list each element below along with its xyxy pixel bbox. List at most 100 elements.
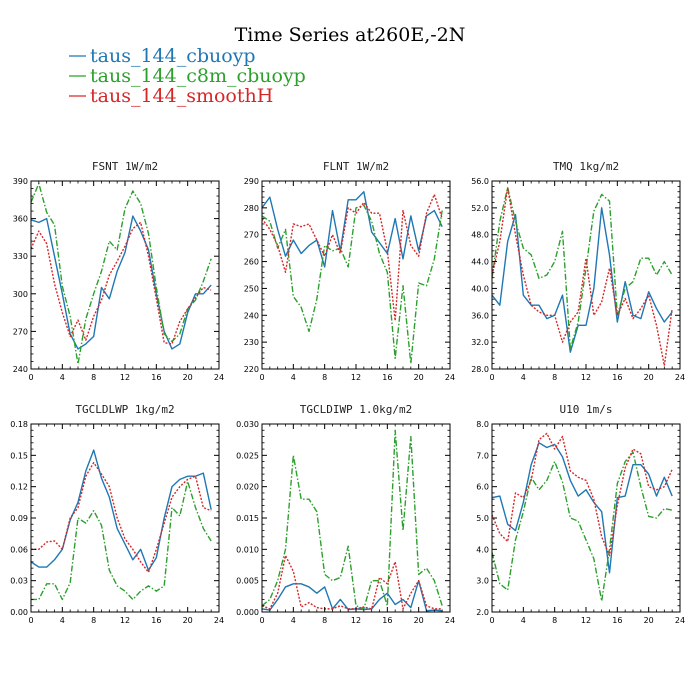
panel-4: TGCLDIWP 1.0kg/m2 0 4 8 12 16 20 24 0.000 0.005 0.… xyxy=(236,403,455,625)
series-line-3-1 xyxy=(31,480,212,601)
x-tick-label-4-1: 4 xyxy=(291,616,296,625)
y-tick-label-1-1: 230 xyxy=(244,338,259,347)
x-tick-label-3-6: 24 xyxy=(214,616,224,625)
panel-title-0: FSNT 1W/m2 xyxy=(92,160,158,173)
y-tick-label-1-0: 220 xyxy=(244,365,259,374)
x-tick-label-2-0: 0 xyxy=(489,373,494,382)
y-tick-label-4-4: 0.020 xyxy=(236,483,259,492)
y-tick-label-2-5: 48.0 xyxy=(471,231,489,240)
y-tick-label-4-1: 0.005 xyxy=(236,577,259,586)
legend: taus_144_cbuoyp taus_144_c8m_cbuoyp taus… xyxy=(69,45,306,107)
plot-frame-0 xyxy=(30,180,220,370)
y-tick-label-1-3: 250 xyxy=(244,284,259,293)
x-tick-label-0-1: 4 xyxy=(60,373,65,382)
legend-entry-2: taus_144_smoothH xyxy=(69,85,273,107)
x-tick-label-2-2: 8 xyxy=(552,373,557,382)
x-tick-label-1-0: 0 xyxy=(259,373,264,382)
x-tick-label-2-4: 16 xyxy=(612,373,622,382)
x-tick-label-1-2: 8 xyxy=(322,373,327,382)
y-tick-label-0-4: 360 xyxy=(13,215,28,224)
y-tick-label-0-0: 240 xyxy=(13,365,28,374)
legend-entry-0: taus_144_cbuoyp xyxy=(69,45,256,67)
series-line-4-1 xyxy=(262,429,443,610)
legend-entry-1: taus_144_c8m_cbuoyp xyxy=(69,65,306,87)
series-line-0-1 xyxy=(31,182,212,365)
y-tick-label-2-4: 44.0 xyxy=(471,258,489,267)
legend-label-2: taus_144_smoothH xyxy=(90,85,273,107)
legend-label-0: taus_144_cbuoyp xyxy=(90,45,256,67)
legend-label-1: taus_144_c8m_cbuoyp xyxy=(90,65,306,87)
x-tick-label-1-4: 16 xyxy=(382,373,392,382)
series-line-3-2 xyxy=(31,461,212,574)
panel-0: FSNT 1W/m2 0 4 8 12 16 20 24 240 270 300 330 360 390 xyxy=(13,160,224,382)
panel-1: FLNT 1W/m2 0 4 8 12 16 20 24 220 230 240 250 260 270 2… xyxy=(244,160,455,382)
x-tick-label-2-6: 24 xyxy=(675,373,685,382)
y-tick-label-4-0: 0.000 xyxy=(236,608,259,617)
series-line-2-0 xyxy=(492,207,673,353)
y-tick-label-4-5: 0.025 xyxy=(236,451,259,460)
y-tick-label-1-2: 240 xyxy=(244,311,259,320)
panel-title-4: TGCLDIWP 1.0kg/m2 xyxy=(300,403,413,416)
y-tick-label-5-1: 3.0 xyxy=(476,577,489,586)
x-tick-label-5-0: 0 xyxy=(489,616,494,625)
x-tick-label-1-1: 4 xyxy=(291,373,296,382)
x-tick-label-5-2: 8 xyxy=(552,616,557,625)
y-tick-label-3-4: 0.12 xyxy=(10,483,28,492)
series-line-2-1 xyxy=(492,187,673,350)
panel-5: U10 1m/s 0 4 8 12 16 20 24 2.0 3.0 4.0 5.0 6.0 7.0 8.0 xyxy=(476,403,685,625)
y-tick-label-5-2: 4.0 xyxy=(476,545,489,554)
x-tick-label-3-5: 20 xyxy=(183,616,193,625)
x-tick-label-3-3: 12 xyxy=(120,616,130,625)
y-tick-label-2-6: 52.0 xyxy=(471,204,489,213)
x-tick-label-3-0: 0 xyxy=(28,616,33,625)
y-tick-label-0-2: 300 xyxy=(13,290,28,299)
panel-title-2: TMQ 1kg/m2 xyxy=(553,160,619,173)
x-tick-label-5-5: 20 xyxy=(644,616,654,625)
y-tick-label-3-6: 0.18 xyxy=(10,420,28,429)
x-tick-label-2-3: 12 xyxy=(581,373,591,382)
y-tick-label-5-3: 5.0 xyxy=(476,514,489,523)
y-tick-label-0-5: 390 xyxy=(13,177,28,186)
y-tick-label-3-3: 0.09 xyxy=(10,514,28,523)
x-tick-label-3-2: 8 xyxy=(91,616,96,625)
y-tick-label-2-1: 32.0 xyxy=(471,338,489,347)
plot-frame-3 xyxy=(30,423,220,613)
x-tick-label-1-6: 24 xyxy=(445,373,455,382)
y-tick-label-1-7: 290 xyxy=(244,177,259,186)
x-tick-label-2-1: 4 xyxy=(521,373,526,382)
x-tick-label-5-1: 4 xyxy=(521,616,526,625)
panel-title-5: U10 1m/s xyxy=(560,403,613,416)
series-line-5-2 xyxy=(492,432,673,557)
x-tick-label-2-5: 20 xyxy=(644,373,654,382)
y-tick-label-3-0: 0.00 xyxy=(10,608,28,617)
x-tick-label-5-4: 16 xyxy=(612,616,622,625)
x-tick-label-0-6: 24 xyxy=(214,373,224,382)
y-tick-label-4-6: 0.030 xyxy=(236,420,259,429)
x-tick-label-1-5: 20 xyxy=(414,373,424,382)
x-tick-label-4-2: 8 xyxy=(322,616,327,625)
x-tick-label-0-2: 8 xyxy=(91,373,96,382)
plot-frame-4 xyxy=(261,423,451,613)
panels: FSNT 1W/m20 4 8 12 16 20 24240270300330360390F… xyxy=(10,160,685,625)
series-line-1-1 xyxy=(262,204,443,365)
y-tick-label-5-6: 8.0 xyxy=(476,420,489,429)
x-tick-label-4-4: 16 xyxy=(382,616,392,625)
x-tick-label-1-3: 12 xyxy=(351,373,361,382)
panel-3: TGCLDLWP 1kg/m2 0 4 8 12 16 20 24 0.00 0.03 0.06 0.… xyxy=(10,403,224,625)
plot-frame-2 xyxy=(491,180,681,370)
y-tick-label-2-7: 56.0 xyxy=(471,177,489,186)
y-tick-label-5-0: 2.0 xyxy=(476,608,489,617)
y-tick-label-3-5: 0.15 xyxy=(10,451,28,460)
y-tick-label-0-3: 330 xyxy=(13,252,28,261)
panel-2: TMQ 1kg/m2 0 4 8 12 16 20 24 28.0 32.0 36.0 40.0 44.… xyxy=(471,160,685,382)
y-tick-label-1-6: 280 xyxy=(244,204,259,213)
y-tick-label-2-0: 28.0 xyxy=(471,365,489,374)
series-line-1-2 xyxy=(262,193,443,322)
y-tick-label-4-2: 0.010 xyxy=(236,545,259,554)
x-tick-label-3-1: 4 xyxy=(60,616,65,625)
y-tick-label-5-4: 6.0 xyxy=(476,483,489,492)
panel-title-3: TGCLDLWP 1kg/m2 xyxy=(75,403,174,416)
series-line-0-0 xyxy=(31,215,212,350)
x-tick-label-4-3: 12 xyxy=(351,616,361,625)
